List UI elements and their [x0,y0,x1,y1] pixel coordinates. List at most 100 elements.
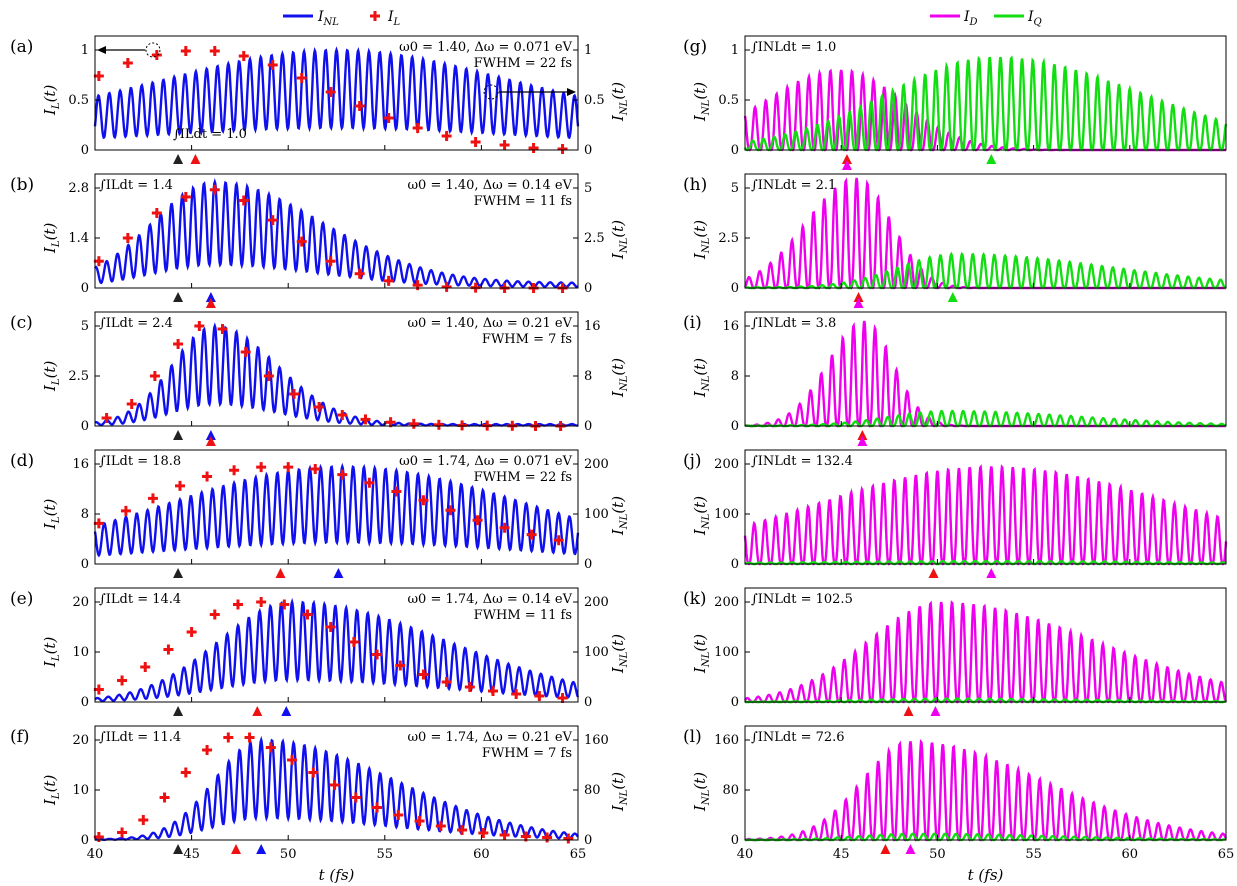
panel-f-il-point [414,816,425,826]
panel-i-left-ytick-label: 16 [722,319,739,334]
panel-e-right-ytick-label: 0 [584,695,592,710]
panel-a-ylabel-right: INL(t) [609,82,630,122]
panel-i-iq-curve [744,409,1227,428]
panel-l-xtick-label: 40 [737,847,754,862]
panel-g-left-ytick-label: 1 [731,43,739,58]
panel-l-xtick-label: 60 [1122,847,1139,862]
panel-b-fwhm: FWHM = 11 fs [474,194,572,209]
panel-e-il-point [464,682,475,692]
panel-b-frame [94,173,579,289]
panel-a-label: (a) [10,37,33,57]
panel-a-il-point [325,87,336,97]
panel-c-il-point [408,418,419,429]
panel-f-right-ytick-label: 0 [584,833,592,848]
panel-b-il-point [93,256,104,267]
panel-b-ylabel-left: IL(t) [41,223,62,254]
panel-g-peak-marker [986,154,997,164]
panel-b-params: ω0 = 1.40, Δω = 0.14 eV [407,178,572,193]
panel-e-peak-marker [281,706,292,716]
panel-f-inl-curve [94,735,579,841]
panel-f-il-point [435,821,446,831]
panel-f-xtick-label: 40 [87,847,104,862]
panel-d-params: ω0 = 1.74, Δω = 0.071 eV [399,454,572,469]
panel-k-ylabel: INL(t) [691,634,712,674]
panel-b-inl-curve [93,177,579,289]
panel-e-label: (e) [10,589,33,609]
panel-l-label: (l) [683,727,702,747]
x-axis-label-left: t (fs) [319,866,355,884]
panel-d-il-point [93,518,104,529]
panel-f-xtick-label: 50 [280,847,297,862]
panel-f-il-point [372,802,383,813]
panel-h-peak-marker [947,292,958,302]
panel-h-peak-marker [853,292,864,302]
panel-c-il-point [194,321,205,331]
panel-l-peak-marker [880,844,891,854]
panel-i-peak-marker [857,436,868,446]
panel-c-il-point [337,410,348,420]
panel-a-left-arrowhead [97,46,106,54]
panel-e-il-point [256,597,267,607]
panel-e-il-point [163,644,174,655]
panel-h-frame [744,173,1227,289]
panel-c-il-point [126,399,137,409]
panel-f-xtick-label: 55 [377,847,394,862]
panel-a-left-ytick-label: 0 [81,143,89,158]
panel-b-peak-marker [205,292,216,302]
panel-j-peak-marker [986,568,997,578]
panel-h-left-ytick-label: 0 [731,281,739,296]
panel-a-ylabel-left: IL(t) [41,85,62,116]
panel-l-id-curve [744,738,1228,842]
panel-j-left-ytick-label: 100 [714,507,739,522]
panel-l-left-ytick-label: 80 [722,783,739,798]
panel-a-il-point [557,144,568,154]
panel-f-il-point [350,792,361,803]
panel-j-left-ytick-label: 200 [714,457,739,472]
panel-f-ylabel-right: INL(t) [609,772,630,812]
panel-d-inl-curve [93,462,580,558]
panel-c-il-point [457,420,468,431]
panel-d-left-ytick-label: 8 [81,507,89,522]
panel-b-ylabel-right: INL(t) [609,220,630,260]
panel-f-frame [94,725,579,841]
panel-d-fwhm: FWHM = 22 fs [474,470,572,485]
panel-f-params: ω0 = 1.74, Δω = 0.21 eV [407,730,572,745]
panel-f-il-point [499,830,510,840]
panel-e-right-ytick-label: 100 [584,645,609,660]
panel-d-il-point [337,469,348,480]
panel-d-peak-marker [275,568,286,578]
panel-d-right-ytick-label: 200 [584,457,609,472]
panel-a-right-arrowhead [567,88,576,96]
legend-inl-label: INL [317,9,339,28]
panel-a-il-point [122,58,133,68]
panel-l-peak-marker [905,844,916,854]
panel-f-il-point [308,767,319,778]
panel-d-peak-marker [173,568,184,578]
panel-e-il-point [348,637,359,647]
panel-k-left-ytick-label: 100 [714,645,739,660]
panel-b-right-ytick-label: 2.5 [584,231,605,246]
panel-d-label: (d) [10,451,34,471]
panel-j-id-curve [743,464,1228,566]
panel-k-frame [744,587,1227,703]
panel-d-il-point [472,515,483,526]
panel-f-peak-marker [173,844,184,854]
panel-c-ylabel-left: IL(t) [41,361,62,392]
panel-e-left-ytick-label: 0 [81,695,89,710]
legend-il-label: IL [387,9,401,28]
panel-d-il-point [526,529,537,540]
panel-f-il-point [287,755,298,765]
panel-e-frame [94,587,579,703]
panel-d-il-point [283,462,294,473]
panel-e-il-point [325,622,336,632]
panel-b-il-point [383,275,394,286]
panel-a-il-point [209,46,220,56]
panel-c-il-point [217,324,228,334]
panel-f-il-point [329,780,340,790]
panel-d-left-ytick-label: 0 [81,557,89,572]
panel-f-il-point [478,828,489,838]
panel-b-right-ytick-label: 0 [584,281,592,296]
panel-d-il-point [256,462,267,473]
panel-b-left-ytick-label: 1.4 [68,231,89,246]
